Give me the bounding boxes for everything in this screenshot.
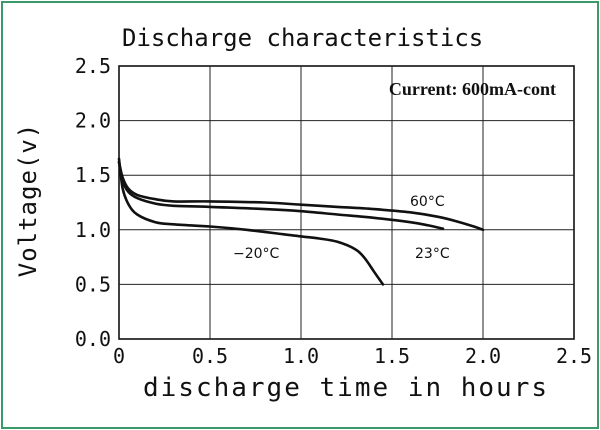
y-axis-label: Voltage(v) [14, 123, 42, 278]
series-label-23c: 23°C [415, 246, 450, 262]
x-axis-label: discharge time in hours [143, 373, 549, 403]
plot-area [118, 65, 575, 340]
series-label-60c: 60°C [410, 194, 445, 210]
series-line-23c [117, 160, 445, 230]
y-tick-label: 0.5 [75, 272, 111, 296]
y-tick-label: 2.5 [75, 54, 111, 78]
y-tick-label: 2.0 [75, 109, 111, 133]
x-tick-label: 2.0 [465, 344, 501, 368]
y-tick-label: 1.5 [75, 163, 111, 187]
series-line-minus20c [117, 157, 385, 286]
series-label-minus20c: −20°C [233, 246, 280, 262]
x-tick-label: 1.5 [374, 344, 410, 368]
chart-title: Discharge characteristics [122, 24, 483, 52]
current-annotation: Current: 600mA-cont [389, 79, 556, 99]
series-line-60c [117, 160, 485, 232]
x-tick-label: 0 [113, 344, 125, 368]
y-tick-label: 1.0 [75, 218, 111, 242]
y-tick-label: 0.0 [75, 327, 111, 351]
x-tick-label: 1.0 [283, 344, 319, 368]
x-tick-label: 2.5 [556, 344, 592, 368]
x-tick-label: 0.5 [192, 344, 228, 368]
